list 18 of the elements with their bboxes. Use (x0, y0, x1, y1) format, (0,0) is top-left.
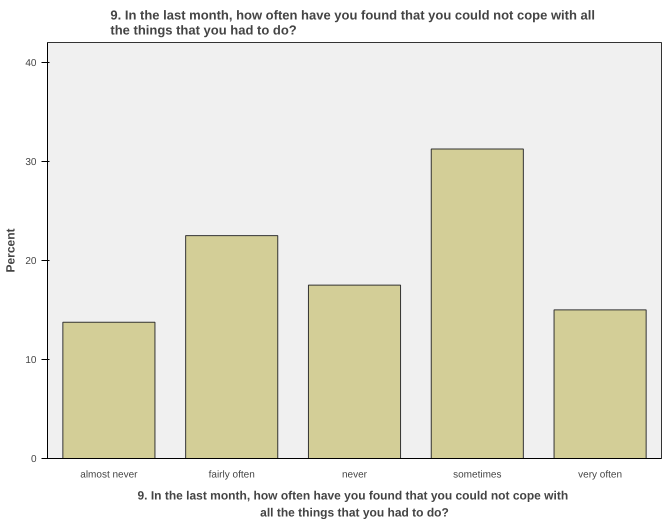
chart-title: 9. In the last month, how often have you found that you could not cope with all the things that you had to do? (110, 8, 596, 38)
y-tick-label: 10 (25, 354, 37, 366)
bar (308, 284, 402, 458)
y-axis-title: Percent (3, 228, 18, 273)
bar (62, 322, 156, 458)
bar (554, 309, 647, 458)
bar (430, 148, 524, 458)
y-tick-label: 20 (25, 256, 37, 267)
y-tick-label: 40 (25, 58, 37, 69)
x-tick-label: never (342, 470, 368, 480)
bar (185, 235, 278, 458)
x-tick-label: very often (578, 470, 622, 480)
x-tick-label: fairly often (208, 470, 255, 480)
y-tick-label: 0 (30, 454, 37, 465)
y-tick-label: 30 (25, 156, 37, 168)
x-tick-label: almost never (80, 470, 138, 480)
x-axis-title: 9. In the last month, how often have you found that you could not cope with all the things that you had to do? (138, 488, 568, 520)
x-tick-label: sometimes (453, 470, 502, 480)
